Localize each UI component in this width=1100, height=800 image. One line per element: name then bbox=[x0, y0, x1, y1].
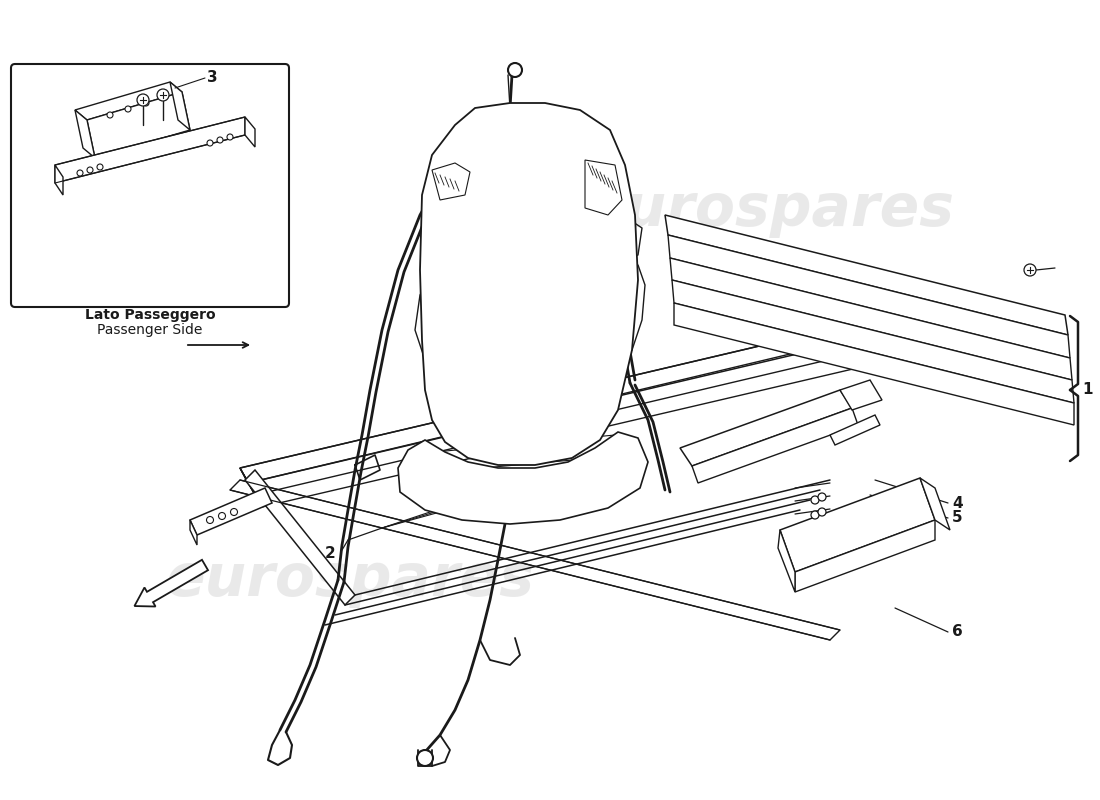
FancyArrow shape bbox=[134, 560, 208, 606]
Polygon shape bbox=[75, 82, 182, 120]
Circle shape bbox=[138, 94, 148, 106]
Polygon shape bbox=[245, 117, 255, 147]
Polygon shape bbox=[245, 470, 355, 605]
Polygon shape bbox=[668, 235, 1070, 358]
Polygon shape bbox=[190, 520, 197, 545]
Polygon shape bbox=[666, 215, 1068, 335]
Text: eurospares: eurospares bbox=[165, 551, 535, 609]
Circle shape bbox=[1024, 264, 1036, 276]
Circle shape bbox=[207, 517, 213, 523]
Polygon shape bbox=[75, 110, 95, 158]
Polygon shape bbox=[398, 432, 648, 524]
Text: 5: 5 bbox=[952, 510, 962, 526]
Text: 4: 4 bbox=[952, 495, 962, 510]
Polygon shape bbox=[87, 92, 190, 158]
Polygon shape bbox=[674, 303, 1074, 425]
Circle shape bbox=[818, 508, 826, 516]
Polygon shape bbox=[170, 82, 190, 130]
Polygon shape bbox=[240, 468, 255, 495]
Circle shape bbox=[77, 170, 82, 176]
Text: eurospares: eurospares bbox=[585, 182, 955, 238]
Text: 6: 6 bbox=[952, 625, 962, 639]
Polygon shape bbox=[795, 520, 935, 592]
Text: 1: 1 bbox=[1082, 382, 1092, 398]
Circle shape bbox=[219, 513, 225, 519]
Circle shape bbox=[417, 750, 433, 766]
Circle shape bbox=[217, 137, 223, 143]
Polygon shape bbox=[240, 320, 878, 483]
Circle shape bbox=[157, 89, 169, 101]
Circle shape bbox=[811, 511, 819, 519]
Polygon shape bbox=[190, 488, 272, 535]
Circle shape bbox=[231, 509, 238, 515]
Polygon shape bbox=[680, 390, 852, 466]
Polygon shape bbox=[840, 380, 882, 410]
FancyBboxPatch shape bbox=[11, 64, 289, 307]
Polygon shape bbox=[830, 415, 880, 445]
Polygon shape bbox=[778, 530, 795, 592]
Circle shape bbox=[227, 134, 233, 140]
Circle shape bbox=[818, 493, 826, 501]
Circle shape bbox=[87, 167, 94, 173]
Polygon shape bbox=[55, 165, 63, 195]
Text: Passenger Side: Passenger Side bbox=[97, 323, 202, 337]
Polygon shape bbox=[670, 258, 1072, 380]
Circle shape bbox=[811, 496, 819, 504]
Circle shape bbox=[143, 100, 148, 106]
Polygon shape bbox=[780, 478, 935, 572]
Text: 2: 2 bbox=[324, 546, 336, 561]
Text: Lato Passeggero: Lato Passeggero bbox=[85, 308, 216, 322]
Polygon shape bbox=[420, 103, 638, 465]
Circle shape bbox=[97, 164, 103, 170]
Polygon shape bbox=[672, 280, 1074, 403]
Polygon shape bbox=[920, 478, 950, 530]
Circle shape bbox=[207, 140, 213, 146]
Polygon shape bbox=[230, 480, 840, 640]
Circle shape bbox=[107, 112, 113, 118]
Polygon shape bbox=[55, 117, 245, 183]
Polygon shape bbox=[692, 408, 858, 483]
Circle shape bbox=[125, 106, 131, 112]
Circle shape bbox=[508, 63, 522, 77]
Text: 3: 3 bbox=[207, 70, 218, 86]
